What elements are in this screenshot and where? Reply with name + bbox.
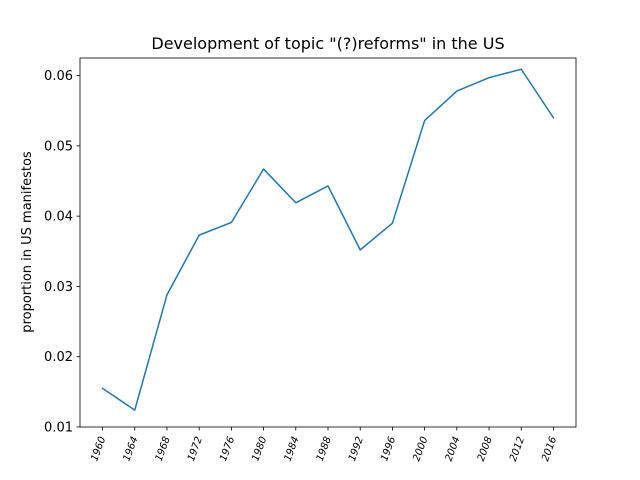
y-tick-label: 0.01 [44,421,73,436]
y-tick-label: 0.04 [44,210,73,225]
y-axis-label: proportion in US manifestos [20,151,35,333]
y-tick-label: 0.05 [44,139,73,154]
y-tick-label: 0.02 [44,350,73,365]
series-line-0 [101,68,555,411]
axes-frame [79,57,577,428]
y-tick-label: 0.06 [44,69,73,84]
y-tick-label: 0.03 [44,280,73,295]
chart-title: Development of topic "(?)reforms" in the… [151,34,504,53]
